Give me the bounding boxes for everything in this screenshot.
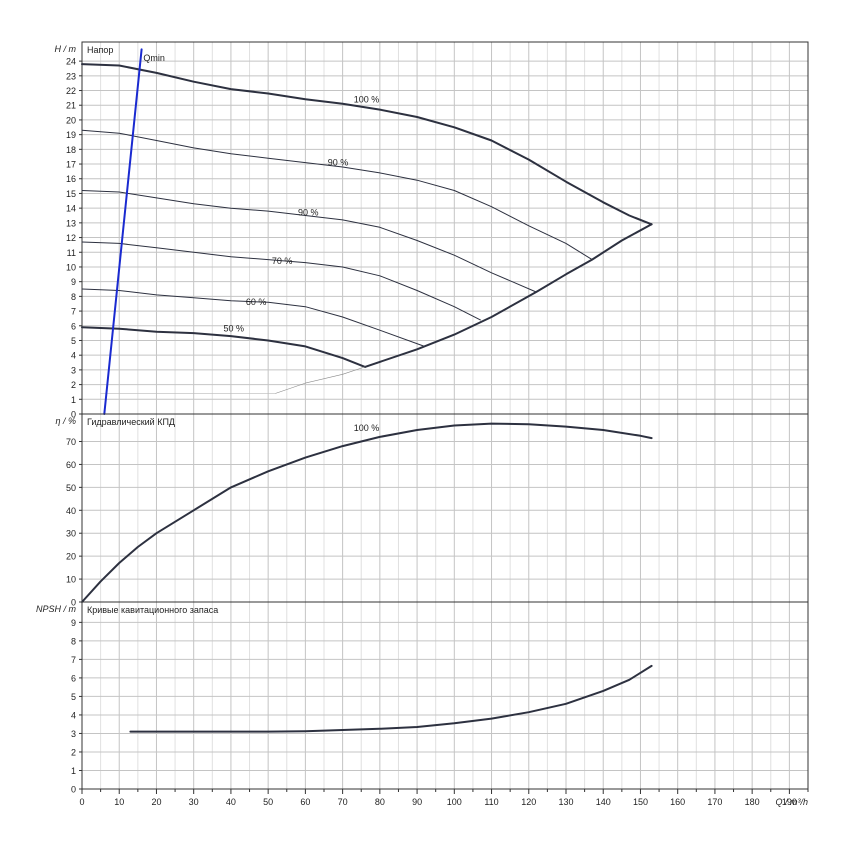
series-label: 60 %: [246, 297, 267, 307]
y-tick-label: 19: [66, 130, 76, 140]
series-line: [364, 223, 653, 368]
y-tick-label: 24: [66, 57, 76, 67]
panel-title: Напор: [87, 45, 113, 55]
series-label: 100 %: [354, 94, 380, 104]
x-tick-label: 50: [263, 797, 273, 807]
panel-title: Гидравлический КПД: [87, 417, 175, 427]
series-label: 70 %: [272, 256, 293, 266]
y-tick-label: 0: [71, 598, 76, 608]
series-line: [81, 129, 593, 261]
y-axis-label: η / %: [55, 416, 76, 426]
y-tick-label: 4: [71, 351, 76, 361]
series-line: [275, 366, 366, 394]
x-tick-label: 0: [79, 797, 84, 807]
y-tick-label: 22: [66, 86, 76, 96]
series-label: 50 %: [223, 324, 244, 334]
y-tick-label: 8: [71, 636, 76, 646]
series-label: 100 %: [354, 423, 380, 433]
series-line: [129, 664, 653, 733]
y-tick-label: 13: [66, 218, 76, 228]
x-tick-label: 160: [670, 797, 685, 807]
y-tick-label: 2: [71, 747, 76, 757]
y-tick-label: 15: [66, 189, 76, 199]
series-line: [81, 190, 537, 293]
x-tick-label: 90: [412, 797, 422, 807]
x-tick-label: 10: [114, 797, 124, 807]
series-line: [81, 288, 425, 347]
y-tick-label: 17: [66, 160, 76, 170]
y-tick-label: 5: [71, 336, 76, 346]
y-tick-label: 0: [71, 785, 76, 795]
series-line: [81, 63, 653, 226]
x-tick-label: 190: [782, 797, 797, 807]
y-tick-label: 7: [71, 307, 76, 317]
y-tick-label: 1: [71, 766, 76, 776]
panel-title: Кривые кавитационного запаса: [87, 605, 218, 615]
y-tick-label: 70: [66, 437, 76, 447]
y-tick-label: 2: [71, 380, 76, 390]
x-tick-label: 140: [596, 797, 611, 807]
y-axis-label: NPSH / m: [36, 604, 77, 614]
y-tick-label: 5: [71, 692, 76, 702]
y-tick-label: 16: [66, 174, 76, 184]
series-label: Qmin: [143, 53, 165, 63]
x-tick-label: 70: [338, 797, 348, 807]
y-tick-label: 3: [71, 729, 76, 739]
y-tick-label: 10: [66, 575, 76, 585]
series-label: 90 %: [328, 158, 349, 168]
y-tick-label: 1: [71, 395, 76, 405]
y-tick-label: 4: [71, 710, 76, 720]
x-tick-label: 130: [558, 797, 573, 807]
y-tick-label: 7: [71, 655, 76, 665]
y-tick-label: 60: [66, 460, 76, 470]
panel-frame: [81, 601, 809, 790]
y-tick-label: 20: [66, 115, 76, 125]
series-line: [81, 422, 653, 603]
y-tick-label: 40: [66, 506, 76, 516]
y-tick-label: 18: [66, 145, 76, 155]
x-axis-label: Q / m³/h: [775, 797, 808, 807]
y-tick-label: 20: [66, 552, 76, 562]
panel-frame: [81, 413, 809, 603]
x-tick-label: 60: [300, 797, 310, 807]
y-tick-label: 11: [67, 248, 76, 258]
y-tick-label: 9: [71, 618, 76, 628]
y-tick-label: 8: [71, 292, 76, 302]
x-tick-label: 110: [484, 797, 498, 807]
series-line: [81, 326, 366, 368]
y-tick-label: 21: [66, 101, 76, 111]
x-tick-label: 40: [226, 797, 236, 807]
x-tick-label: 80: [375, 797, 385, 807]
series-line: [103, 48, 143, 415]
y-tick-label: 30: [66, 529, 76, 539]
x-tick-label: 30: [189, 797, 199, 807]
y-tick-label: 14: [66, 204, 76, 214]
x-tick-label: 170: [707, 797, 722, 807]
y-tick-label: 50: [66, 483, 76, 493]
y-tick-label: 3: [71, 365, 76, 375]
series-line: [81, 241, 481, 321]
y-tick-label: 10: [66, 262, 76, 272]
panel-frame: [81, 41, 809, 415]
y-tick-label: 12: [66, 233, 76, 243]
y-tick-label: 23: [66, 71, 76, 81]
y-tick-label: 9: [71, 277, 76, 287]
x-tick-label: 120: [521, 797, 536, 807]
series-label: 90 %: [298, 208, 319, 218]
x-tick-label: 180: [745, 797, 760, 807]
x-tick-label: 20: [151, 797, 161, 807]
x-tick-label: 100: [447, 797, 462, 807]
y-axis-label: H / m: [55, 44, 77, 54]
y-tick-label: 6: [71, 673, 76, 683]
y-tick-label: 0: [71, 410, 76, 420]
y-tick-label: 6: [71, 321, 76, 331]
x-tick-label: 150: [633, 797, 648, 807]
